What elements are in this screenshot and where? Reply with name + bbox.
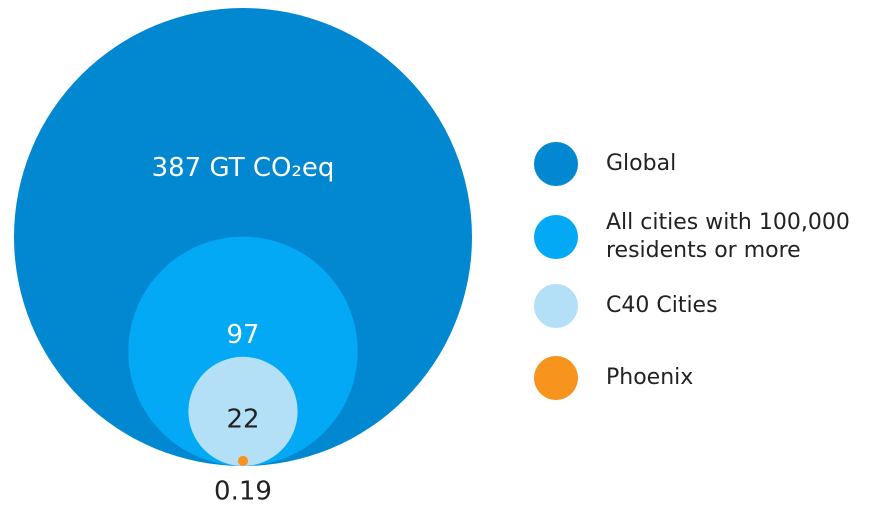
- legend-label: C40 Cities: [606, 293, 718, 318]
- value-label: 97: [226, 320, 259, 350]
- legend-swatch: [534, 215, 578, 259]
- bubble: [237, 455, 249, 466]
- legend-label: All cities with 100,000 residents or mor…: [606, 210, 850, 263]
- value-label: 0.19: [214, 477, 272, 507]
- legend-label: Phoenix: [606, 365, 694, 390]
- legend-item: All cities with 100,000 residents or mor…: [534, 209, 871, 265]
- legend-swatch: [534, 142, 578, 186]
- legend-item: Global: [534, 142, 871, 186]
- value-label: 22: [226, 405, 259, 435]
- bubbles: 387 GT CO₂eq 97 22 0.19: [14, 8, 472, 507]
- bubble: [128, 236, 358, 466]
- value-label: 387 GT CO₂eq: [152, 153, 335, 183]
- legend-swatch: [534, 356, 578, 400]
- bubble: [188, 356, 298, 467]
- legend-item: C40 Cities: [534, 284, 871, 328]
- legend-item: Phoenix: [534, 356, 871, 400]
- legend-label: Global: [606, 151, 677, 176]
- legend-swatch: [534, 284, 578, 328]
- legend: Global All cities with 100,000 residents …: [534, 0, 884, 508]
